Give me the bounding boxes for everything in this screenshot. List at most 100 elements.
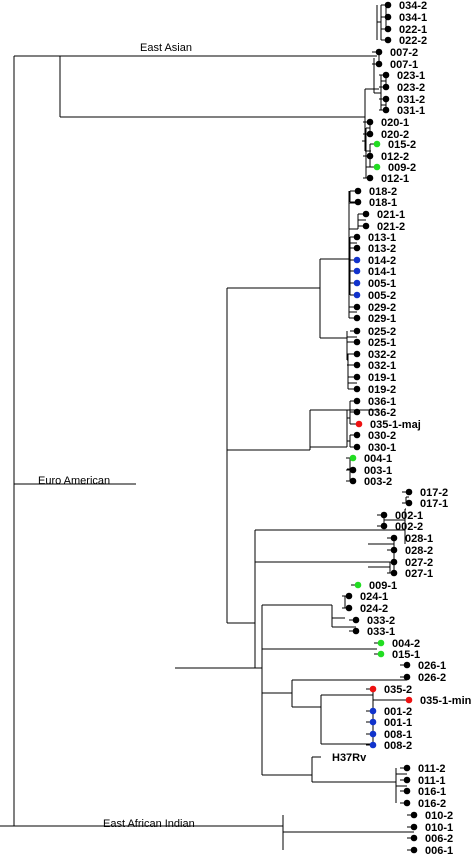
tip-label-006-1: 006-1: [425, 845, 453, 855]
tip-label-029-2: 029-2: [368, 302, 396, 314]
tip-dot-016-2: [403, 799, 411, 807]
tip-dot-012-2: [366, 152, 374, 160]
tip-dot-033-1: [352, 627, 360, 635]
tip-dot-005-2: [353, 291, 361, 299]
tip-dot-021-1: [362, 210, 370, 218]
tip-label-010-2: 010-2: [425, 810, 453, 822]
tip-label-023-1: 023-1: [397, 70, 425, 82]
tip-label-032-2: 032-2: [368, 349, 396, 361]
tip-dot-013-1: [353, 233, 361, 241]
tip-label-018-2: 018-2: [369, 186, 397, 198]
tip-label-004-1: 004-1: [364, 453, 392, 465]
tip-dot-027-1: [390, 569, 398, 577]
tip-label-027-2: 027-2: [405, 557, 433, 569]
tip-label-009-2: 009-2: [388, 162, 416, 174]
tip-label-003-2: 003-2: [364, 476, 392, 488]
tip-label-030-2: 030-2: [368, 430, 396, 442]
tip-dot-006-2: [410, 834, 418, 842]
tip-dot-036-2: [353, 408, 361, 416]
tip-dot-031-1: [382, 106, 390, 114]
tip-dot-011-2: [403, 764, 411, 772]
tip-label-017-2: 017-2: [420, 487, 448, 499]
tip-dot-035-2: [369, 685, 377, 693]
tip-label-H37Rv: H37Rv: [332, 752, 367, 764]
tip-label-024-1: 024-1: [360, 591, 388, 603]
tip-label-027-1: 027-1: [405, 568, 433, 580]
tip-dot-034-2: [384, 1, 392, 9]
tip-label-016-1: 016-1: [418, 786, 446, 798]
tip-dot-011-1: [403, 776, 411, 784]
tip-dot-008-2: [369, 741, 377, 749]
tip-label-011-2: 011-2: [418, 763, 446, 775]
tip-dot-020-1: [366, 118, 374, 126]
tip-label-019-1: 019-1: [368, 372, 396, 384]
tip-dot-014-1: [353, 267, 361, 275]
tip-label-016-2: 016-2: [418, 798, 446, 810]
tip-dot-028-2: [390, 546, 398, 554]
tip-dot-035-1-maj: [355, 420, 363, 428]
tip-dot-033-2: [352, 616, 360, 624]
tip-dot-010-1: [410, 823, 418, 831]
tip-dot-026-2: [403, 673, 411, 681]
tip-label-001-1: 001-1: [384, 717, 412, 729]
tip-label-033-2: 033-2: [367, 615, 395, 627]
tip-label-014-2: 014-2: [368, 255, 396, 267]
tip-dot-013-2: [353, 244, 361, 252]
tip-label-008-1: 008-1: [384, 729, 412, 741]
tip-label-033-1: 033-1: [367, 626, 395, 638]
tip-label-021-2: 021-2: [377, 221, 405, 233]
tip-dot-007-2: [375, 48, 383, 56]
tip-label-008-2: 008-2: [384, 740, 412, 752]
tip-label-002-2: 002-2: [395, 521, 423, 533]
tip-dot-014-2: [353, 256, 361, 264]
tip-dot-034-1: [384, 13, 392, 21]
tip-label-015-1: 015-1: [392, 649, 420, 661]
tip-label-004-2: 004-2: [392, 638, 420, 650]
tip-label-025-1: 025-1: [368, 337, 396, 349]
tip-dot-021-2: [362, 222, 370, 230]
tip-dot-025-1: [353, 338, 361, 346]
tip-label-015-2: 015-2: [388, 139, 416, 151]
tip-label-035-1-maj: 035-1-maj: [370, 419, 421, 431]
tip-dot-022-1: [384, 25, 392, 33]
tip-label-022-1: 022-1: [399, 24, 427, 36]
tip-label-002-1: 002-1: [395, 510, 423, 522]
tip-label-032-1: 032-1: [368, 360, 396, 372]
tip-dot-018-1: [354, 198, 362, 206]
tip-dot-029-1: [353, 314, 361, 322]
clade-labels: East Asian Euro American East African In…: [38, 42, 195, 830]
tip-dot-029-2: [353, 303, 361, 311]
tip-label-028-1: 028-1: [405, 533, 433, 545]
tip-dot-035-1-min: [405, 696, 413, 704]
tip-dot-016-1: [403, 787, 411, 795]
tip-label-014-1: 014-1: [368, 266, 396, 278]
tip-dot-017-2: [405, 488, 413, 496]
tip-label-005-2: 005-2: [368, 290, 396, 302]
tip-dot-015-1: [377, 650, 385, 658]
tip-label-021-1: 021-1: [377, 209, 405, 221]
tip-label-036-2: 036-2: [368, 407, 396, 419]
tip-dot-022-2: [384, 36, 392, 44]
tip-dot-003-1: [349, 466, 357, 474]
tip-dot-023-1: [382, 71, 390, 79]
tip-dot-001-2: [369, 707, 377, 715]
tip-dot-007-1: [375, 60, 383, 68]
tip-dot-018-2: [354, 187, 362, 195]
tip-label-036-1: 036-1: [368, 396, 396, 408]
tip-label-023-2: 023-2: [397, 82, 425, 94]
clade-label-euro-american: Euro American: [38, 475, 110, 487]
tip-label-009-1: 009-1: [369, 580, 397, 592]
tip-dot-015-2: [373, 140, 381, 148]
tip-label-003-1: 003-1: [364, 465, 392, 477]
tip-label-018-1: 018-1: [369, 197, 397, 209]
tip-dot-012-1: [366, 174, 374, 182]
clade-label-east-african-indian: East African Indian: [103, 818, 195, 830]
tip-label-031-2: 031-2: [397, 94, 425, 106]
tip-dot-020-2: [366, 130, 374, 138]
tip-dot-008-1: [369, 730, 377, 738]
tip-dot-019-2: [353, 385, 361, 393]
tip-dot-010-2: [410, 811, 418, 819]
tip-dot-036-1: [353, 397, 361, 405]
tip-label-024-2: 024-2: [360, 603, 388, 615]
tip-label-013-1: 013-1: [368, 232, 396, 244]
